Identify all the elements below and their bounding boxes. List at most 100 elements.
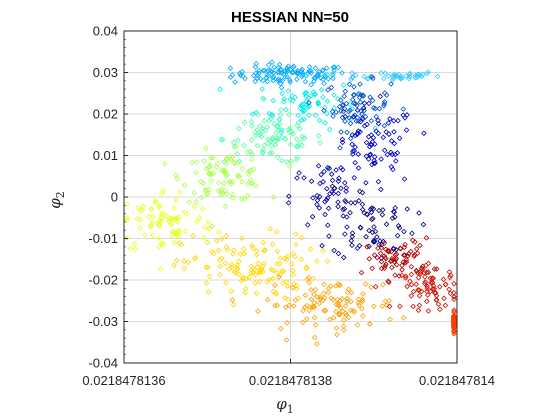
data-point: [388, 138, 395, 144]
data-point: [404, 112, 410, 118]
data-point: [264, 279, 271, 285]
data-point: [410, 303, 416, 310]
data-point: [290, 64, 296, 71]
data-point: [272, 138, 278, 145]
data-point: [322, 211, 328, 218]
data-point: [227, 178, 233, 185]
data-point: [316, 205, 323, 211]
data-point: [315, 100, 321, 106]
data-point: [316, 300, 322, 307]
data-point: [371, 224, 377, 230]
data-point: [269, 149, 275, 156]
data-point: [408, 271, 415, 278]
data-point: [368, 284, 374, 291]
data-point: [252, 280, 258, 286]
data-point: [334, 296, 341, 303]
data-point: [259, 86, 265, 92]
data-point: [306, 307, 312, 314]
data-point: [335, 190, 342, 197]
data-point: [330, 75, 336, 82]
data-point: [267, 150, 273, 156]
data-point: [391, 72, 397, 78]
data-point: [343, 100, 350, 107]
data-point: [181, 182, 188, 189]
data-point: [335, 96, 341, 102]
data-point: [403, 127, 410, 133]
data-point: [314, 341, 320, 347]
data-point: [408, 293, 415, 299]
data-point: [270, 194, 277, 200]
data-point: [254, 72, 261, 79]
data-point: [237, 251, 244, 257]
data-point: [321, 307, 327, 314]
data-point: [266, 277, 272, 283]
data-point: [317, 140, 323, 146]
data-point: [174, 219, 181, 225]
data-point: [338, 97, 344, 103]
data-point: [307, 68, 314, 74]
data-point: [278, 67, 285, 73]
data-point: [298, 117, 305, 123]
data-point: [374, 234, 380, 240]
data-point: [286, 302, 293, 309]
data-point: [347, 120, 354, 127]
data-point: [317, 193, 323, 200]
data-point: [404, 283, 410, 290]
data-point: [148, 206, 155, 212]
data-point: [442, 302, 449, 309]
data-point: [322, 307, 329, 314]
data-point: [355, 91, 362, 98]
data-point: [334, 331, 340, 338]
data-point: [241, 119, 248, 126]
data-point: [388, 81, 394, 87]
data-point: [375, 178, 382, 185]
data-point: [387, 116, 393, 122]
data-point: [399, 75, 405, 81]
data-point: [260, 150, 266, 156]
data-point: [399, 272, 405, 279]
data-point: [254, 248, 260, 254]
data-point: [325, 222, 331, 228]
data-point: [320, 76, 326, 83]
data-point: [287, 77, 293, 83]
data-point: [363, 139, 370, 146]
data-point: [353, 118, 360, 124]
data-point: [364, 76, 371, 82]
y-tick-label: -0.01: [88, 231, 118, 246]
data-point: [392, 214, 398, 220]
data-point: [339, 136, 346, 143]
data-point: [337, 297, 344, 304]
data-point: [390, 118, 397, 124]
y-tick-label: 0.04: [93, 24, 118, 39]
data-point: [401, 228, 407, 235]
data-point: [352, 159, 358, 166]
data-point: [256, 67, 262, 74]
data-point: [312, 65, 319, 71]
data-point: [295, 143, 301, 150]
data-point: [235, 172, 241, 179]
data-point: [229, 178, 236, 185]
data-point: [176, 240, 183, 246]
data-point: [333, 325, 340, 331]
data-point: [378, 186, 384, 193]
data-point: [381, 265, 388, 271]
data-point: [257, 268, 263, 275]
data-point: [135, 205, 142, 211]
data-point: [164, 213, 170, 219]
data-point: [203, 145, 209, 152]
data-point: [181, 209, 188, 215]
data-point: [390, 75, 397, 82]
data-point: [340, 213, 346, 219]
data-point: [414, 270, 421, 276]
data-point: [304, 302, 310, 309]
data-point: [217, 86, 223, 93]
data-point: [276, 127, 283, 134]
data-point: [337, 282, 343, 288]
data-point: [391, 246, 397, 252]
data-point: [260, 239, 267, 246]
data-point: [330, 64, 337, 71]
data-point: [257, 278, 263, 285]
data-point: [303, 264, 310, 270]
data-point: [274, 137, 281, 143]
data-point: [274, 123, 281, 129]
